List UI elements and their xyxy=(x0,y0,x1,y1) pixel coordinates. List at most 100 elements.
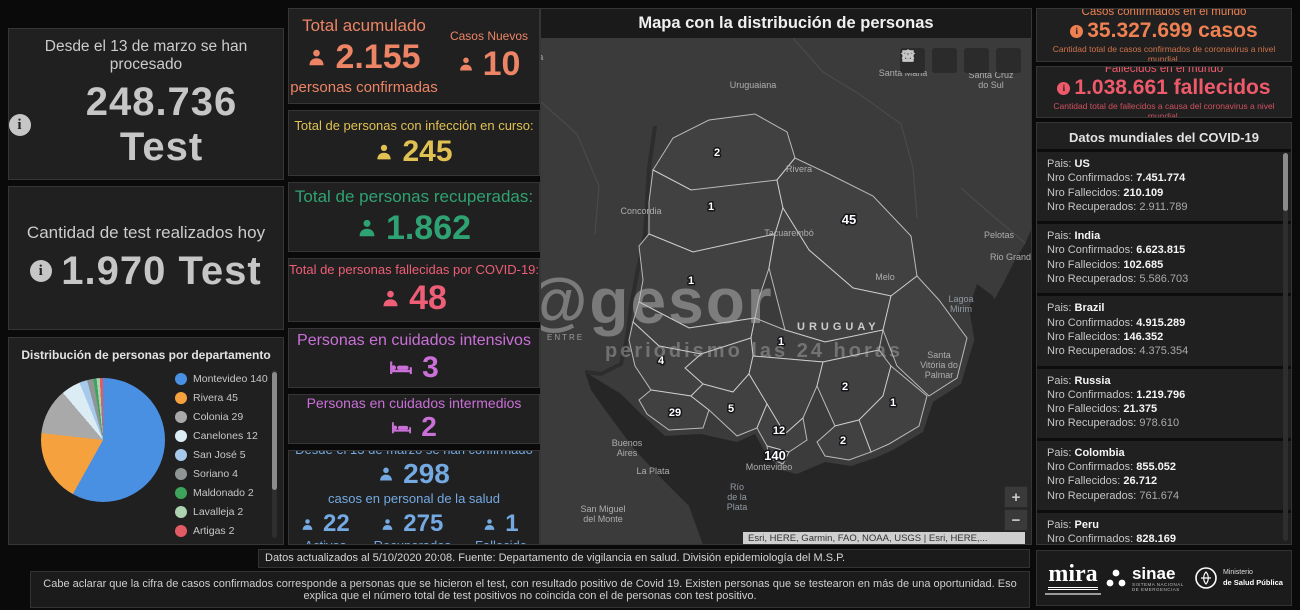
sinae-logo-caption: SISTEMA NACIONAL DE EMERGENCIAS xyxy=(1131,581,1184,592)
map-region-montevideo[interactable] xyxy=(766,445,790,465)
legend-item[interactable]: Colonia 29 xyxy=(175,407,271,426)
active-title: Total de personas con infección en curso… xyxy=(294,117,534,133)
staff-value-row: 298 xyxy=(378,458,450,490)
recovered-value-row: 1.862 xyxy=(357,209,471,248)
info-icon[interactable] xyxy=(1057,81,1071,95)
staff-value: 298 xyxy=(403,458,450,489)
country-card: Pais: Russia Nro Confirmados: 1.219.796 Nr… xyxy=(1037,365,1291,438)
new-cases-value: 10 xyxy=(482,44,521,83)
staff-deceased: 1 Fallecido xyxy=(475,510,527,544)
case-count-marker: 1 xyxy=(890,397,896,409)
world-deaths-value: 1.038.661 fallecidos xyxy=(1074,76,1271,99)
map-canvas[interactable]: Conquista Uruguaiana Santa Maria Santa Cruz… xyxy=(540,38,1032,545)
legend-color-dot xyxy=(175,524,187,537)
active-value: 245 xyxy=(402,134,453,168)
pie-legend: Montevideo 140 Rivera 45 Colonia 29 Canelon… xyxy=(175,369,271,540)
info-icon[interactable] xyxy=(1070,24,1084,38)
case-count-marker: 12 xyxy=(773,425,785,437)
tests-processed-value: 248.736 Test xyxy=(85,80,238,169)
country-scrollbar-thumb[interactable] xyxy=(1283,153,1288,211)
legend-item[interactable]: San José 5 xyxy=(175,445,271,464)
country-card: Pais: Brazil Nro Confirmados: 4.915.289 Nr… xyxy=(1037,293,1291,365)
accumulated-subtitle: personas confirmadas xyxy=(290,79,438,96)
case-count-marker: 2 xyxy=(842,381,848,393)
country-list: Pais: US Nro Confirmados: 7.451.774 Nro Fa… xyxy=(1037,149,1291,544)
case-count-marker: 140 xyxy=(764,448,786,463)
mira-logo: mira xyxy=(1044,562,1101,595)
person-icon xyxy=(378,466,394,482)
legend-item[interactable]: Maldonado 2 xyxy=(175,483,271,502)
map-place-label: Buenos Aires xyxy=(612,438,643,458)
icu-title: Personas en cuidados intensivos xyxy=(297,331,531,349)
zoom-out-button[interactable]: − xyxy=(1004,509,1028,531)
tests-today-card: Cantidad de test realizados hoy 1.970 Te… xyxy=(8,186,284,330)
legend-item[interactable]: Montevideo 140 xyxy=(175,369,271,388)
msp-emblem-icon xyxy=(1195,567,1217,589)
legend-scrollbar[interactable] xyxy=(272,370,277,538)
active-value-row: 245 xyxy=(375,134,453,169)
legend-color-dot xyxy=(175,505,187,518)
legend-scrollbar-thumb[interactable] xyxy=(272,372,277,490)
map-region-cerrolargo[interactable] xyxy=(882,275,968,397)
map-place-label: Río de la Plata xyxy=(727,482,748,512)
legend-item[interactable]: Artigas 2 xyxy=(175,521,271,540)
world-confirmed-value: 35.327.699 casos xyxy=(1087,19,1258,42)
msp-logo-line2: de Salud Pública xyxy=(1222,577,1283,587)
legend-item[interactable]: Canelones 12 xyxy=(175,426,271,445)
map-place-label: Rivera xyxy=(786,164,812,174)
pie-chart[interactable] xyxy=(41,378,165,502)
legend-color-dot xyxy=(175,391,187,404)
recovered-value: 1.862 xyxy=(385,208,472,247)
zoom-in-button[interactable]: + xyxy=(1004,486,1028,508)
legend-item[interactable]: Lavalleja 2 xyxy=(175,502,271,521)
map-place-label: Uruguaiana xyxy=(730,80,777,90)
icu-card: Personas en cuidados intensivos 3 xyxy=(288,328,540,388)
country-scrollbar[interactable] xyxy=(1283,153,1288,541)
info-icon[interactable] xyxy=(30,260,53,282)
hospital-bed-icon xyxy=(391,421,412,434)
map-region-artigas[interactable] xyxy=(652,113,796,191)
country-card: Pais: US Nro Confirmados: 7.451.774 Nro Fa… xyxy=(1037,149,1291,221)
legend-item[interactable]: Soriano 4 xyxy=(175,464,271,483)
deaths-value-row: 48 xyxy=(381,279,447,318)
water-rio-de-la-plata xyxy=(585,230,1031,544)
map-place-label: Pelotas xyxy=(984,230,1015,240)
info-icon[interactable] xyxy=(9,114,31,136)
legend-color-dot xyxy=(175,410,187,423)
person-icon xyxy=(483,518,496,531)
health-staff-card: Desde el 13 de marzo se han confirmado 2… xyxy=(288,450,540,545)
deaths-title: Total de personas fallecidas por COVID-1… xyxy=(289,262,540,277)
map-region-maldonado[interactable] xyxy=(816,419,872,461)
world-confirmed-value-row: 35.327.699 casos xyxy=(1070,19,1258,43)
city-labels-layer: Conquista Uruguaiana Santa Maria Santa Cruz… xyxy=(541,52,1031,524)
departments-layer xyxy=(628,113,968,465)
case-count-marker: 4 xyxy=(658,355,665,367)
department-pie-card: Distribución de personas por departament… xyxy=(8,337,284,545)
sinae-logo-text: sinae xyxy=(1131,563,1176,583)
map-region-rocha[interactable] xyxy=(858,365,928,453)
deaths-card: Total de personas fallecidas por COVID-1… xyxy=(288,258,540,322)
map-toolbar xyxy=(900,48,1021,73)
case-count-marker: 2 xyxy=(714,147,720,159)
disclaimer-bar: Cabe aclarar que la cifra de casos confi… xyxy=(30,571,1030,608)
case-count-marker: 1 xyxy=(688,275,694,287)
world-deaths-title: Fallecidos en el mundo xyxy=(1104,66,1224,75)
world-list-title: Datos mundiales del COVID-19 xyxy=(1069,130,1259,145)
intermediate-card: Personas en cuidados intermedios 2 xyxy=(288,394,540,444)
basemap-button[interactable] xyxy=(902,48,1021,73)
tests-processed-value-row: 248.736 Test xyxy=(9,80,283,170)
person-icon xyxy=(357,218,377,238)
staff-title: Desde el 13 de marzo se han confirmado xyxy=(295,451,533,457)
accumulated-title: Total acumulado xyxy=(302,16,426,35)
uruguay-map: Conquista Uruguaiana Santa Maria Santa Cruz… xyxy=(541,38,1031,544)
accumulated-block: Total acumulado 2.155 personas confirmad… xyxy=(289,9,439,103)
legend-button[interactable] xyxy=(903,48,957,73)
world-confirmed-title: Casos confirmados en el mundo xyxy=(1081,8,1247,18)
tests-processed-card: Desde el 13 de marzo se han procesado 24… xyxy=(8,28,284,180)
watermark-tagline: periodismo las 24 horas xyxy=(605,340,903,362)
person-icon xyxy=(458,56,474,72)
layers-button[interactable] xyxy=(900,48,989,73)
deaths-value: 48 xyxy=(409,279,447,317)
legend-item[interactable]: Rivera 45 xyxy=(175,388,271,407)
